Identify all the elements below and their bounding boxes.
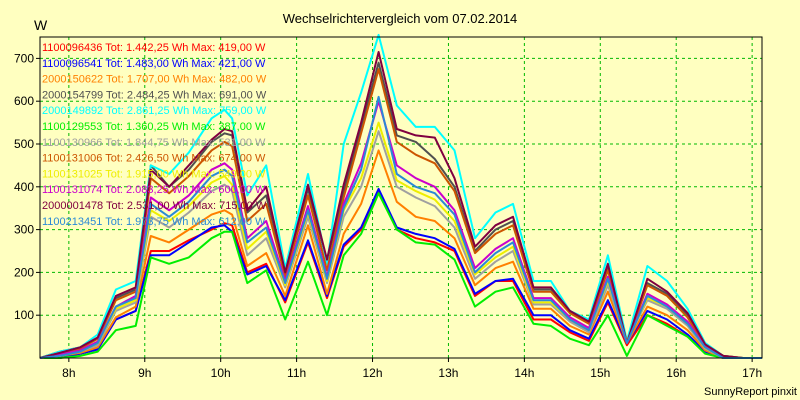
x-tick-label: 9h	[138, 366, 151, 380]
y-axis-label: W	[34, 17, 48, 33]
axes: 100 200 300 400 500 600 700 8h 9h 10h 11h 12h 13h 14h…	[14, 36, 763, 380]
x-tick-label: 14h	[514, 366, 534, 380]
series-line-2000150622	[39, 149, 762, 359]
legend-entry-1100129553: 1100129553 Tot: 1.360,25 Wh Max: 387,00 …	[42, 121, 266, 133]
series-line-1100096541	[40, 187, 762, 359]
series-lines	[39, 33, 762, 359]
series-line-1100213451	[39, 95, 762, 359]
y-tick-label: 300	[14, 223, 34, 237]
plot-frame	[39, 36, 763, 359]
series-line-1100129553	[40, 192, 762, 359]
y-tick-label: 200	[14, 265, 34, 279]
series-line-2000149892	[39, 33, 762, 359]
x-tick-label: 16h	[666, 366, 686, 380]
legend-entry-2000149892: 2000149892 Tot: 2.861,25 Wh Max: 759,00 …	[42, 105, 267, 117]
x-tick-label: 12h	[363, 366, 383, 380]
legend-entry-1100131006: 1100131006 Tot: 2.426,50 Wh Max: 674,00 …	[42, 153, 266, 165]
legend: 1100096436 Tot: 1.442,25 Wh Max: 419,00 …	[42, 42, 267, 228]
series-line-2000001478	[39, 51, 762, 359]
x-tick-label: 13h	[438, 366, 458, 380]
y-tick-label: 400	[14, 180, 34, 194]
x-tick-label: 15h	[590, 366, 610, 380]
x-tick-label: 11h	[287, 366, 306, 380]
x-tick-label: 17h	[742, 366, 762, 380]
legend-entry-2000154799: 2000154799 Tot: 2.484,25 Wh Max: 691,00 …	[42, 89, 267, 101]
legend-entry-1100130966: 1100130966 Tot: 1.844,75 Wh Max: 531,00 …	[42, 137, 266, 149]
x-tick-label: 8h	[62, 366, 75, 380]
y-tick-label: 600	[14, 94, 34, 108]
legend-entry-2000001478: 2000001478 Tot: 2.531,00 Wh Max: 715,00 …	[42, 200, 267, 212]
legend-entry-1100096436: 1100096436 Tot: 1.442,25 Wh Max: 419,00 …	[42, 42, 266, 54]
legend-entry-1100096541: 1100096541 Tot: 1.483,00 Wh Max: 421,00 …	[42, 58, 266, 70]
legend-entry-1100131025: 1100131025 Tot: 1.915,00 Wh Max: 549,00 …	[42, 168, 266, 180]
legend-entry-1100131074: 1100131074 Tot: 2.083,25 Wh Max: 600,00 …	[42, 184, 266, 196]
y-tick-label: 700	[14, 51, 34, 65]
x-tick-label: 10h	[211, 366, 231, 380]
y-tick-label: 500	[14, 137, 34, 151]
legend-entry-1100213451: 1100213451 Tot: 1.973,75 Wh Max: 612,00 …	[42, 216, 266, 228]
credit-text: SunnyReport pinxit	[704, 386, 797, 398]
legend-entry-2000150622: 2000150622 Tot: 1.707,00 Wh Max: 482,00 …	[42, 74, 267, 86]
chart-title: Wechselrichtervergleich vom 07.02.2014	[283, 11, 518, 26]
y-tick-label: 100	[14, 308, 34, 322]
